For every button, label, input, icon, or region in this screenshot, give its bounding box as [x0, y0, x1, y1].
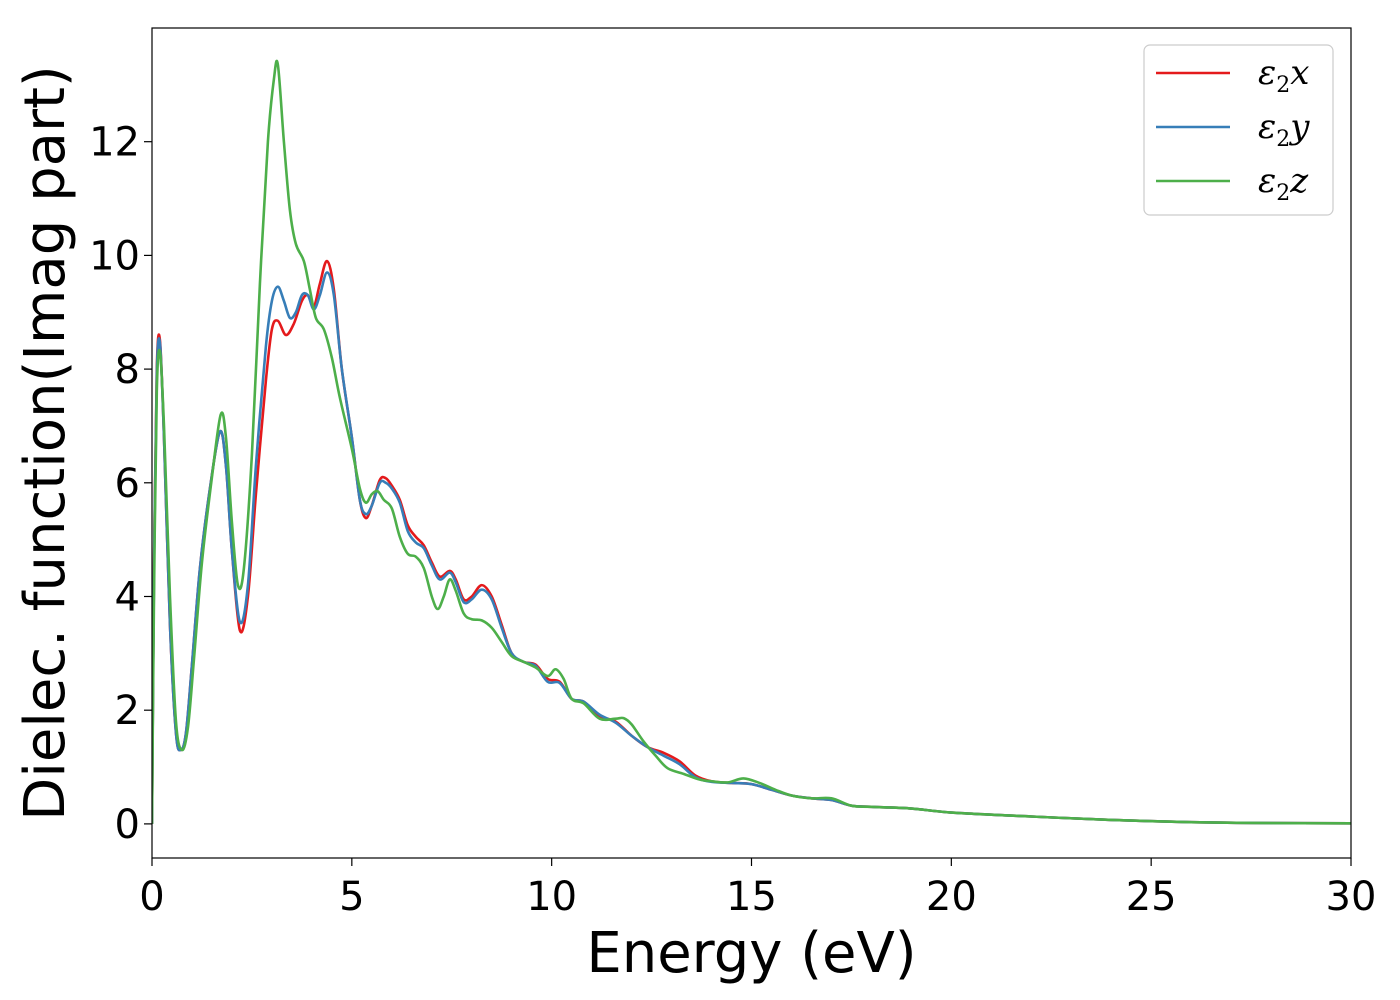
y-tick-label: 8 — [115, 347, 140, 393]
x-tick-label: 5 — [339, 874, 364, 920]
legend-label: ε2y — [1258, 107, 1310, 152]
legend-box — [1143, 44, 1334, 216]
legend-item-z: ε2z — [1156, 161, 1309, 206]
series-line-x — [152, 259, 1351, 825]
y-tick-label: 6 — [115, 461, 140, 507]
legend-item-y: ε2y — [1156, 107, 1310, 152]
y-tick-label: 2 — [115, 688, 140, 734]
y-axis: 0 2 4 6 8 10 12 — [89, 120, 152, 848]
x-tick-label: 30 — [1326, 874, 1377, 920]
series-lines — [152, 59, 1351, 825]
legend-label: ε2x — [1258, 53, 1309, 98]
legend: ε2x ε2y ε2z — [1143, 44, 1334, 216]
legend-label: ε2z — [1258, 161, 1309, 206]
x-axis-title: Energy (eV) — [586, 921, 916, 986]
x-tick-label: 25 — [1126, 874, 1177, 920]
y-tick-label: 0 — [115, 802, 140, 848]
x-tick-label: 20 — [926, 874, 977, 920]
y-axis-title: Dielec. function(Imag part) — [13, 65, 78, 821]
x-axis: 0 5 10 15 20 25 30 — [139, 858, 1376, 920]
x-tick-label: 0 — [139, 874, 164, 920]
legend-item-x: ε2x — [1156, 53, 1309, 98]
x-tick-label: 10 — [526, 874, 577, 920]
x-tick-label: 15 — [726, 874, 777, 920]
y-tick-label: 12 — [89, 120, 140, 166]
series-line-z — [152, 59, 1351, 825]
y-tick-label: 4 — [115, 574, 140, 620]
y-tick-label: 10 — [89, 233, 140, 279]
